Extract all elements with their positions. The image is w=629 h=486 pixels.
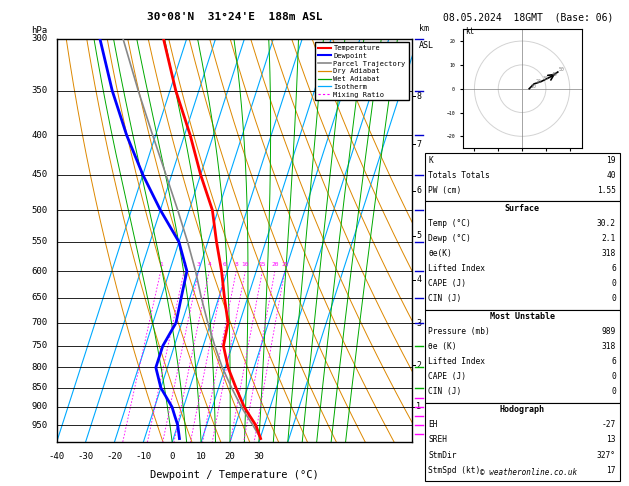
Text: 7: 7	[416, 140, 421, 149]
Text: 2: 2	[182, 262, 186, 267]
Text: 0: 0	[611, 372, 616, 382]
Text: 989: 989	[601, 327, 616, 336]
Text: kt: kt	[465, 27, 474, 36]
Text: -30: -30	[77, 452, 94, 461]
Text: 30: 30	[253, 452, 264, 461]
Text: 4: 4	[416, 276, 421, 284]
Text: 1: 1	[159, 262, 163, 267]
Text: Mixing Ratio  (g/kg): Mixing Ratio (g/kg)	[436, 194, 445, 287]
Text: 30.2: 30.2	[597, 219, 616, 228]
Text: 10: 10	[242, 262, 249, 267]
Text: 40: 40	[606, 171, 616, 180]
Text: 6: 6	[223, 262, 226, 267]
Text: 10: 10	[530, 84, 536, 88]
Text: θe (K): θe (K)	[428, 342, 457, 351]
Text: 850: 850	[31, 383, 48, 392]
Text: 550: 550	[31, 238, 48, 246]
Text: -40: -40	[48, 452, 65, 461]
Text: PW (cm): PW (cm)	[428, 186, 462, 195]
Text: 30°08'N  31°24'E  188m ASL: 30°08'N 31°24'E 188m ASL	[147, 12, 322, 22]
Text: 318: 318	[601, 342, 616, 351]
Text: 20: 20	[271, 262, 279, 267]
Text: 750: 750	[31, 341, 48, 350]
Text: Totals Totals: Totals Totals	[428, 171, 490, 180]
Text: 50: 50	[559, 67, 565, 72]
Text: StmSpd (kt): StmSpd (kt)	[428, 466, 481, 475]
Text: 1: 1	[416, 402, 421, 412]
Text: 318: 318	[601, 249, 616, 258]
Text: 13: 13	[606, 435, 616, 445]
Text: hPa: hPa	[31, 26, 48, 35]
Legend: Temperature, Dewpoint, Parcel Trajectory, Dry Adiabat, Wet Adiabat, Isotherm, Mi: Temperature, Dewpoint, Parcel Trajectory…	[315, 42, 408, 100]
Text: CAPE (J): CAPE (J)	[428, 372, 466, 382]
Text: ASL: ASL	[419, 41, 434, 50]
Text: 650: 650	[31, 294, 48, 302]
Text: -20: -20	[106, 452, 123, 461]
Text: 0: 0	[611, 294, 616, 303]
Text: 17: 17	[606, 466, 616, 475]
Text: 20: 20	[535, 79, 541, 84]
Text: 2: 2	[416, 361, 421, 370]
Text: Lifted Index: Lifted Index	[428, 357, 486, 366]
Text: 400: 400	[31, 131, 48, 140]
Text: 6: 6	[611, 357, 616, 366]
Text: -10: -10	[135, 452, 152, 461]
Text: 500: 500	[31, 206, 48, 214]
Text: StmDir: StmDir	[428, 451, 457, 460]
Text: 450: 450	[31, 170, 48, 179]
Text: Temp (°C): Temp (°C)	[428, 219, 471, 228]
Text: 6: 6	[416, 186, 421, 195]
Text: EH: EH	[428, 420, 438, 430]
Text: Pressure (mb): Pressure (mb)	[428, 327, 490, 336]
Text: 350: 350	[31, 86, 48, 95]
Text: 700: 700	[31, 318, 48, 327]
Text: 5: 5	[416, 231, 421, 240]
Text: Lifted Index: Lifted Index	[428, 264, 486, 273]
Text: 8: 8	[416, 92, 421, 101]
Text: 1.55: 1.55	[597, 186, 616, 195]
Text: Hodograph: Hodograph	[499, 405, 545, 415]
Text: θe(K): θe(K)	[428, 249, 452, 258]
Text: 6: 6	[611, 264, 616, 273]
Text: 0: 0	[611, 387, 616, 397]
Text: 3: 3	[416, 319, 421, 328]
Text: 3: 3	[197, 262, 201, 267]
Text: 10: 10	[196, 452, 206, 461]
Text: 2.1: 2.1	[601, 234, 616, 243]
Text: K: K	[428, 156, 433, 165]
Text: 950: 950	[31, 420, 48, 430]
Text: 25: 25	[281, 262, 289, 267]
Text: 30: 30	[542, 76, 548, 81]
Text: -27: -27	[601, 420, 616, 430]
Text: 20: 20	[225, 452, 235, 461]
Text: 40: 40	[552, 71, 557, 77]
Text: Most Unstable: Most Unstable	[489, 312, 555, 321]
Text: 327°: 327°	[597, 451, 616, 460]
Text: © weatheronline.co.uk: © weatheronline.co.uk	[480, 468, 577, 477]
Text: 19: 19	[606, 156, 616, 165]
Text: 0: 0	[611, 279, 616, 288]
Text: 15: 15	[259, 262, 266, 267]
Text: 900: 900	[31, 402, 48, 412]
Text: CAPE (J): CAPE (J)	[428, 279, 466, 288]
Text: km: km	[419, 24, 429, 33]
Text: 08.05.2024  18GMT  (Base: 06): 08.05.2024 18GMT (Base: 06)	[443, 12, 613, 22]
Text: CIN (J): CIN (J)	[428, 294, 462, 303]
Text: Dewpoint / Temperature (°C): Dewpoint / Temperature (°C)	[150, 470, 319, 481]
Text: 600: 600	[31, 267, 48, 276]
Text: 8: 8	[235, 262, 238, 267]
Text: SREH: SREH	[428, 435, 447, 445]
Text: Dewp (°C): Dewp (°C)	[428, 234, 471, 243]
Text: Surface: Surface	[504, 204, 540, 213]
Text: 0: 0	[169, 452, 175, 461]
Text: CIN (J): CIN (J)	[428, 387, 462, 397]
Text: 800: 800	[31, 363, 48, 372]
Text: 4: 4	[208, 262, 211, 267]
Text: 300: 300	[31, 35, 48, 43]
